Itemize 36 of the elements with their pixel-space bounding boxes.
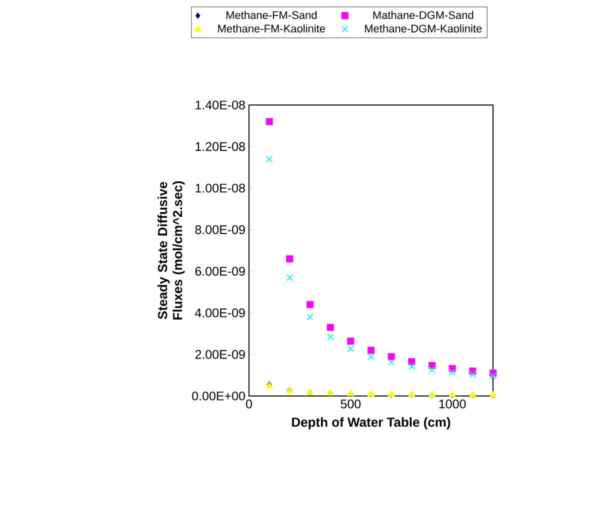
point [428, 366, 436, 373]
y-tick-label: 2.00E-09 [195, 350, 245, 359]
point [306, 301, 314, 308]
y-tick-label: 8.00E-09 [195, 225, 245, 234]
point [408, 362, 415, 370]
point [388, 358, 395, 366]
point [266, 118, 273, 126]
y-tick-label: 6.00E-09 [195, 266, 245, 276]
point [286, 255, 294, 262]
point [469, 371, 476, 378]
y-tick-label: 1.40E-08 [196, 100, 245, 110]
point [327, 333, 334, 340]
point [286, 274, 293, 281]
y-tick-label: 0.00E+00 [192, 392, 245, 400]
y-tick-label: 1.20E-08 [196, 142, 245, 151]
x-tick-label: 1000 [439, 400, 466, 408]
point [347, 345, 354, 352]
point [347, 338, 354, 345]
y-tick-label: 4.00E-09 [195, 308, 245, 318]
legend-label: Methane-FM-Sand [226, 10, 317, 19]
legend-label: Methane-FM-Kaolinite [218, 24, 326, 32]
legend-label: Mathane-DGM-Sand [373, 10, 474, 19]
point [306, 314, 314, 320]
point [368, 353, 374, 360]
y-axis-title: Steady State Diffusive Fluxes (mol/cm^2.sec) [158, 181, 185, 320]
point [326, 324, 334, 331]
x-tick-label: 500 [340, 400, 361, 408]
legend-label: Methane-DGM-Kaolinite [365, 24, 482, 32]
x-tick-label: 0 [246, 400, 252, 408]
point [368, 346, 374, 354]
y-tick-label: 1.00E-08 [196, 184, 245, 193]
point [388, 353, 395, 360]
x-axis-title: Depth of Water Table (cm) [292, 417, 450, 430]
point [266, 156, 273, 162]
point [449, 368, 456, 376]
point [490, 372, 496, 380]
